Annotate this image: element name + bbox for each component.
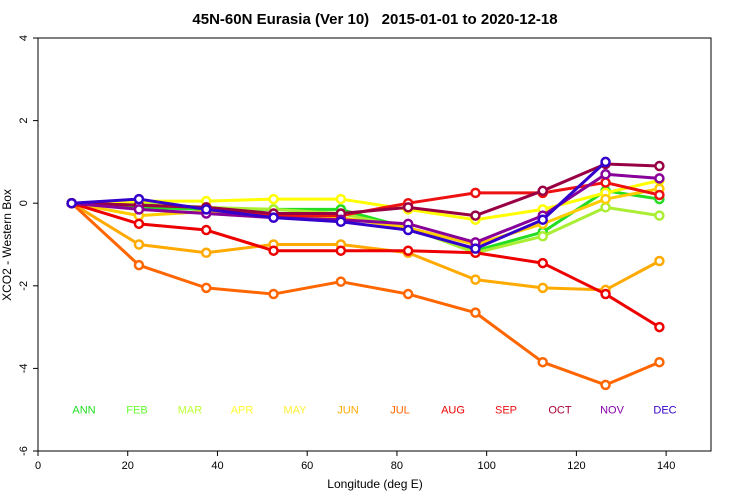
data-point-jul-line (470, 307, 481, 318)
data-point-dec-line (66, 197, 77, 209)
month-label-sep: SEP (495, 405, 517, 417)
data-point-dec-line (268, 212, 279, 223)
y-tick-label: -2 (18, 281, 30, 291)
data-point-dec-line (470, 243, 481, 254)
month-label-feb: FEB (126, 405, 147, 417)
data-point-jun-line (470, 274, 481, 285)
data-point-jul-line (133, 259, 145, 271)
data-point-nov-line (600, 169, 611, 180)
data-point-dec-line (201, 204, 212, 215)
x-tick-label: 80 (391, 460, 403, 472)
data-point-jul-line (335, 276, 347, 287)
chart-title: 45N-60N Eurasia (Ver 10) 2015-01-01 to 2… (192, 11, 557, 28)
month-label-jul: JUL (390, 405, 410, 417)
data-point-sep-line (600, 177, 611, 188)
x-tick-label: 40 (211, 460, 223, 472)
x-tick-label: 140 (657, 460, 675, 472)
data-point-oct-line (654, 160, 665, 172)
month-label-apr: APR (231, 405, 254, 417)
series-line-aug-line (71, 201, 661, 329)
data-point-jul-line (654, 356, 665, 368)
y-tick-label: 2 (18, 118, 30, 124)
data-point-jul-line (600, 379, 611, 391)
data-point-aug-line (201, 224, 212, 236)
month-label-jan: JAN (74, 405, 95, 417)
month-label-nov: NOV (600, 405, 625, 417)
x-tick-label: 60 (301, 460, 313, 472)
data-point-jul-line (268, 288, 279, 300)
month-label-mar: MAR (178, 405, 203, 417)
data-point-mar-line (654, 210, 665, 221)
data-point-mar-line (537, 230, 548, 242)
series-line-oct-line (71, 162, 660, 218)
data-point-mar-line (600, 202, 611, 213)
month-label-ann: ANN (72, 405, 95, 417)
data-point-nov-line (654, 173, 665, 184)
x-tick-label: 100 (477, 460, 495, 472)
data-point-aug-line (654, 321, 665, 333)
series-lines (66, 156, 665, 391)
axis-ticks: 0 20 40 60 80 100 120 140 -6 -4 -2 0 2 4 (18, 35, 675, 472)
data-point-dec-line (335, 216, 347, 228)
plot-frame (37, 37, 712, 452)
data-point-aug-line (268, 245, 279, 256)
month-label-may: MAY (283, 405, 307, 417)
data-point-jul-line (537, 356, 548, 368)
month-label-aug: AUG (441, 405, 465, 417)
data-point-aug-line (133, 218, 145, 230)
series-line-apr-line (71, 179, 660, 222)
data-point-dec-line (600, 156, 611, 168)
data-point-oct-line (470, 210, 481, 221)
data-point-jun-line (537, 282, 548, 294)
data-point-jul-line (402, 288, 414, 300)
y-tick-label: 0 (18, 200, 30, 206)
data-point-jun-line (133, 239, 145, 250)
data-point-sep-line (654, 189, 665, 201)
series-line-jul-line (70, 202, 660, 387)
month-label-oct: OCT (548, 405, 572, 417)
y-axis-label: XCO2 - Western Box (0, 189, 14, 301)
data-point-aug-line (600, 288, 611, 300)
month-label-dec: DEC (653, 405, 676, 417)
data-point-jun-line (654, 255, 665, 267)
data-point-nov-line (133, 204, 145, 215)
x-tick-label: 20 (122, 460, 134, 472)
series-line-jun-line (70, 201, 661, 292)
y-tick-label: -6 (18, 446, 30, 456)
x-axis-label: Longitude (deg E) (327, 477, 422, 491)
x-tick-label: 0 (35, 460, 41, 472)
data-point-jun-line (201, 247, 212, 259)
series-line-nov-line (71, 172, 660, 244)
x-tick-label: 120 (567, 460, 585, 472)
data-point-dec-line (537, 214, 548, 225)
data-point-dec-line (133, 193, 145, 205)
data-point-apr-line (335, 193, 347, 205)
y-tick-label: 4 (18, 35, 30, 41)
data-point-oct-line (402, 202, 414, 213)
data-point-apr-line (268, 193, 279, 205)
data-point-aug-line (537, 257, 548, 269)
data-point-oct-line (537, 185, 548, 197)
data-point-aug-line (402, 245, 414, 256)
month-label-jun: JUN (337, 405, 358, 417)
data-point-jul-line (201, 282, 212, 294)
data-point-may-line (600, 193, 611, 205)
data-point-sep-line (470, 187, 481, 199)
data-point-aug-line (335, 245, 347, 256)
y-tick-label: -4 (18, 364, 30, 374)
data-point-dec-line (402, 224, 414, 236)
